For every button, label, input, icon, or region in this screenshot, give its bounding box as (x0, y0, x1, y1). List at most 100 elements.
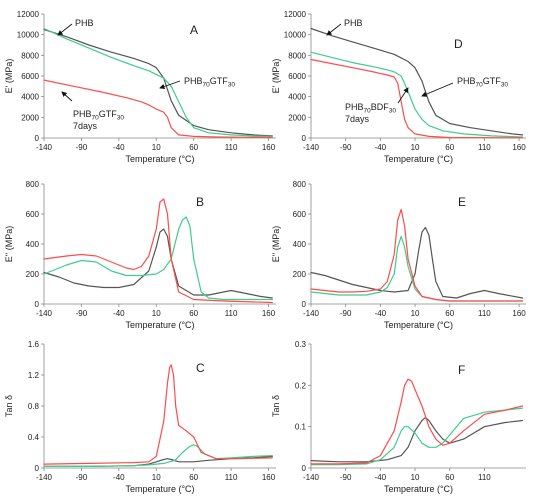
x-axis-label: Temperature (°C) (125, 484, 194, 494)
x-tick-label: -40 (375, 473, 387, 482)
series-line-2 (310, 407, 524, 466)
series-line-3 (310, 378, 524, 465)
x-tick-label: 60 (445, 309, 454, 318)
panel-e: -140 -90 -40 10 60 110 160 0 200 400 600 800 Tempera… (271, 180, 526, 330)
x-tick-label: 160 (262, 473, 276, 482)
y-tick-label: 2000 (288, 113, 306, 122)
series-line-2 (310, 51, 524, 138)
x-tick-label: 10 (411, 309, 420, 318)
annotation-label: PHB70BDF30 (345, 102, 396, 115)
annotation-arrow (57, 23, 73, 36)
y-tick-label: 0 (35, 300, 40, 309)
y-axis-label: E' (MPa) (4, 59, 14, 94)
x-tick-label: 160 (262, 143, 276, 152)
annotation-arrow (397, 87, 409, 104)
series-line-3 (43, 364, 273, 465)
x-tick-label: -40 (113, 309, 125, 318)
x-tick-label: -140 (303, 309, 320, 318)
annotation-label: 7days (73, 121, 98, 131)
y-tick-label: 600 (293, 210, 307, 219)
y-tick-label: 10000 (284, 31, 307, 40)
y-tick-label: 2000 (21, 113, 39, 122)
series-line-1 (310, 226, 524, 299)
series-line-2 (43, 27, 273, 137)
panel-letter: D (454, 37, 463, 51)
y-tick-label: 6000 (288, 72, 306, 81)
series-line-1 (310, 27, 524, 136)
x-tick-label: -90 (76, 143, 88, 152)
annotation-arrow (159, 80, 181, 90)
y-tick-label: 0.8 (28, 402, 40, 411)
series-line-2 (43, 216, 273, 301)
x-tick-label: -40 (113, 473, 125, 482)
x-tick-label: -140 (36, 473, 53, 482)
y-tick-label: 10000 (17, 31, 40, 40)
y-tick-label: 1.6 (28, 340, 40, 349)
y-axis-label: Tan δ (4, 395, 14, 417)
x-tick-label: 160 (512, 143, 526, 152)
y-axis-label: E'' (MPa) (4, 226, 14, 262)
y-tick-label: 0.2 (295, 381, 307, 390)
x-tick-label: 10 (152, 473, 161, 482)
x-tick-label: 60 (445, 143, 454, 152)
x-axis-label: Temperature (°C) (384, 320, 453, 330)
series-line-1 (43, 228, 273, 299)
x-tick-label: -140 (303, 473, 320, 482)
annotation-label: PHB (344, 18, 363, 28)
x-tick-label: -40 (375, 143, 387, 152)
y-tick-label: 400 (293, 240, 307, 249)
x-tick-label: -140 (303, 143, 320, 152)
panel-letter: F (458, 363, 465, 377)
x-tick-label: 60 (189, 143, 198, 152)
x-tick-label: -140 (36, 143, 53, 152)
y-tick-label: 8000 (21, 51, 39, 60)
annotation-label: PHB70GTF30 (457, 76, 508, 89)
x-tick-label: 10 (152, 309, 161, 318)
y-tick-label: 0.3 (295, 340, 307, 349)
panel-letter: B (196, 195, 204, 209)
panel-f: -140 -90 -40 10 60 110 0 0.1 0.2 0.3 Temperature (… (271, 340, 526, 494)
x-tick-label: 110 (478, 473, 491, 482)
x-axis-label: Temperature (°C) (384, 484, 453, 494)
x-tick-label: -90 (340, 143, 352, 152)
panel-letter: E (458, 195, 466, 209)
annotation-label: PHB70GTF30 (184, 76, 235, 89)
panel-letter: A (190, 23, 198, 37)
y-tick-label: 0 (302, 464, 307, 473)
y-tick-label: 0.4 (28, 433, 40, 442)
series-line-3 (43, 79, 273, 138)
series-line-1 (310, 417, 524, 463)
x-tick-label: -90 (76, 473, 88, 482)
x-tick-label: -90 (340, 473, 352, 482)
x-tick-label: 110 (478, 143, 491, 152)
x-tick-label: 110 (225, 143, 238, 152)
y-tick-label: 12000 (17, 10, 40, 19)
x-tick-label: -40 (375, 309, 387, 318)
annotation-label: PHB (75, 18, 94, 28)
x-tick-label: -90 (76, 309, 88, 318)
x-tick-label: 10 (411, 143, 420, 152)
annotation-label: PHB70GTF30 (73, 109, 124, 122)
x-tick-label: 160 (262, 309, 276, 318)
y-tick-label: 1.2 (28, 371, 40, 380)
annotation-arrow (61, 91, 73, 102)
series-line-3 (43, 198, 273, 304)
x-axis-label: Temperature (°C) (125, 154, 194, 164)
y-tick-label: 0.1 (295, 423, 307, 432)
x-tick-label: -40 (113, 143, 125, 152)
panel-a: -140 -90 -40 10 60 110 160 0 2000 4000 6000 8000 100… (4, 10, 276, 164)
x-tick-label: -140 (36, 309, 53, 318)
series-line-3 (310, 208, 524, 302)
x-tick-label: 160 (512, 309, 526, 318)
y-tick-label: 8000 (288, 51, 306, 60)
x-tick-label: -90 (340, 309, 352, 318)
y-tick-label: 400 (26, 240, 40, 249)
x-tick-label: 10 (152, 143, 161, 152)
annotation-label: 7days (345, 114, 370, 124)
x-tick-label: 110 (225, 309, 238, 318)
y-tick-label: 0 (302, 134, 307, 143)
y-tick-label: 200 (26, 270, 40, 279)
panel-letter: C (196, 361, 205, 375)
y-tick-label: 4000 (21, 93, 39, 102)
